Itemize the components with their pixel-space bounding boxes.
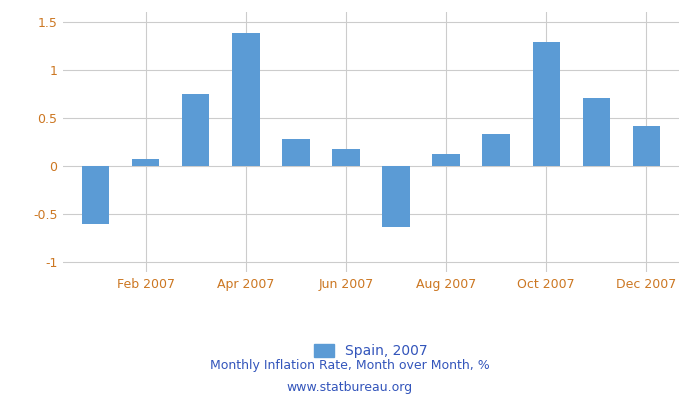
Legend: Spain, 2007: Spain, 2007 <box>309 339 433 364</box>
Bar <box>232 33 260 166</box>
Bar <box>332 149 360 166</box>
Bar <box>433 154 460 166</box>
Bar <box>182 94 209 166</box>
Bar <box>633 126 660 166</box>
Bar <box>282 139 309 166</box>
Text: www.statbureau.org: www.statbureau.org <box>287 382 413 394</box>
Bar <box>82 166 109 224</box>
Text: Monthly Inflation Rate, Month over Month, %: Monthly Inflation Rate, Month over Month… <box>210 360 490 372</box>
Bar <box>132 159 160 166</box>
Bar <box>482 134 510 166</box>
Bar <box>382 166 410 227</box>
Bar <box>582 98 610 166</box>
Bar <box>533 42 560 166</box>
